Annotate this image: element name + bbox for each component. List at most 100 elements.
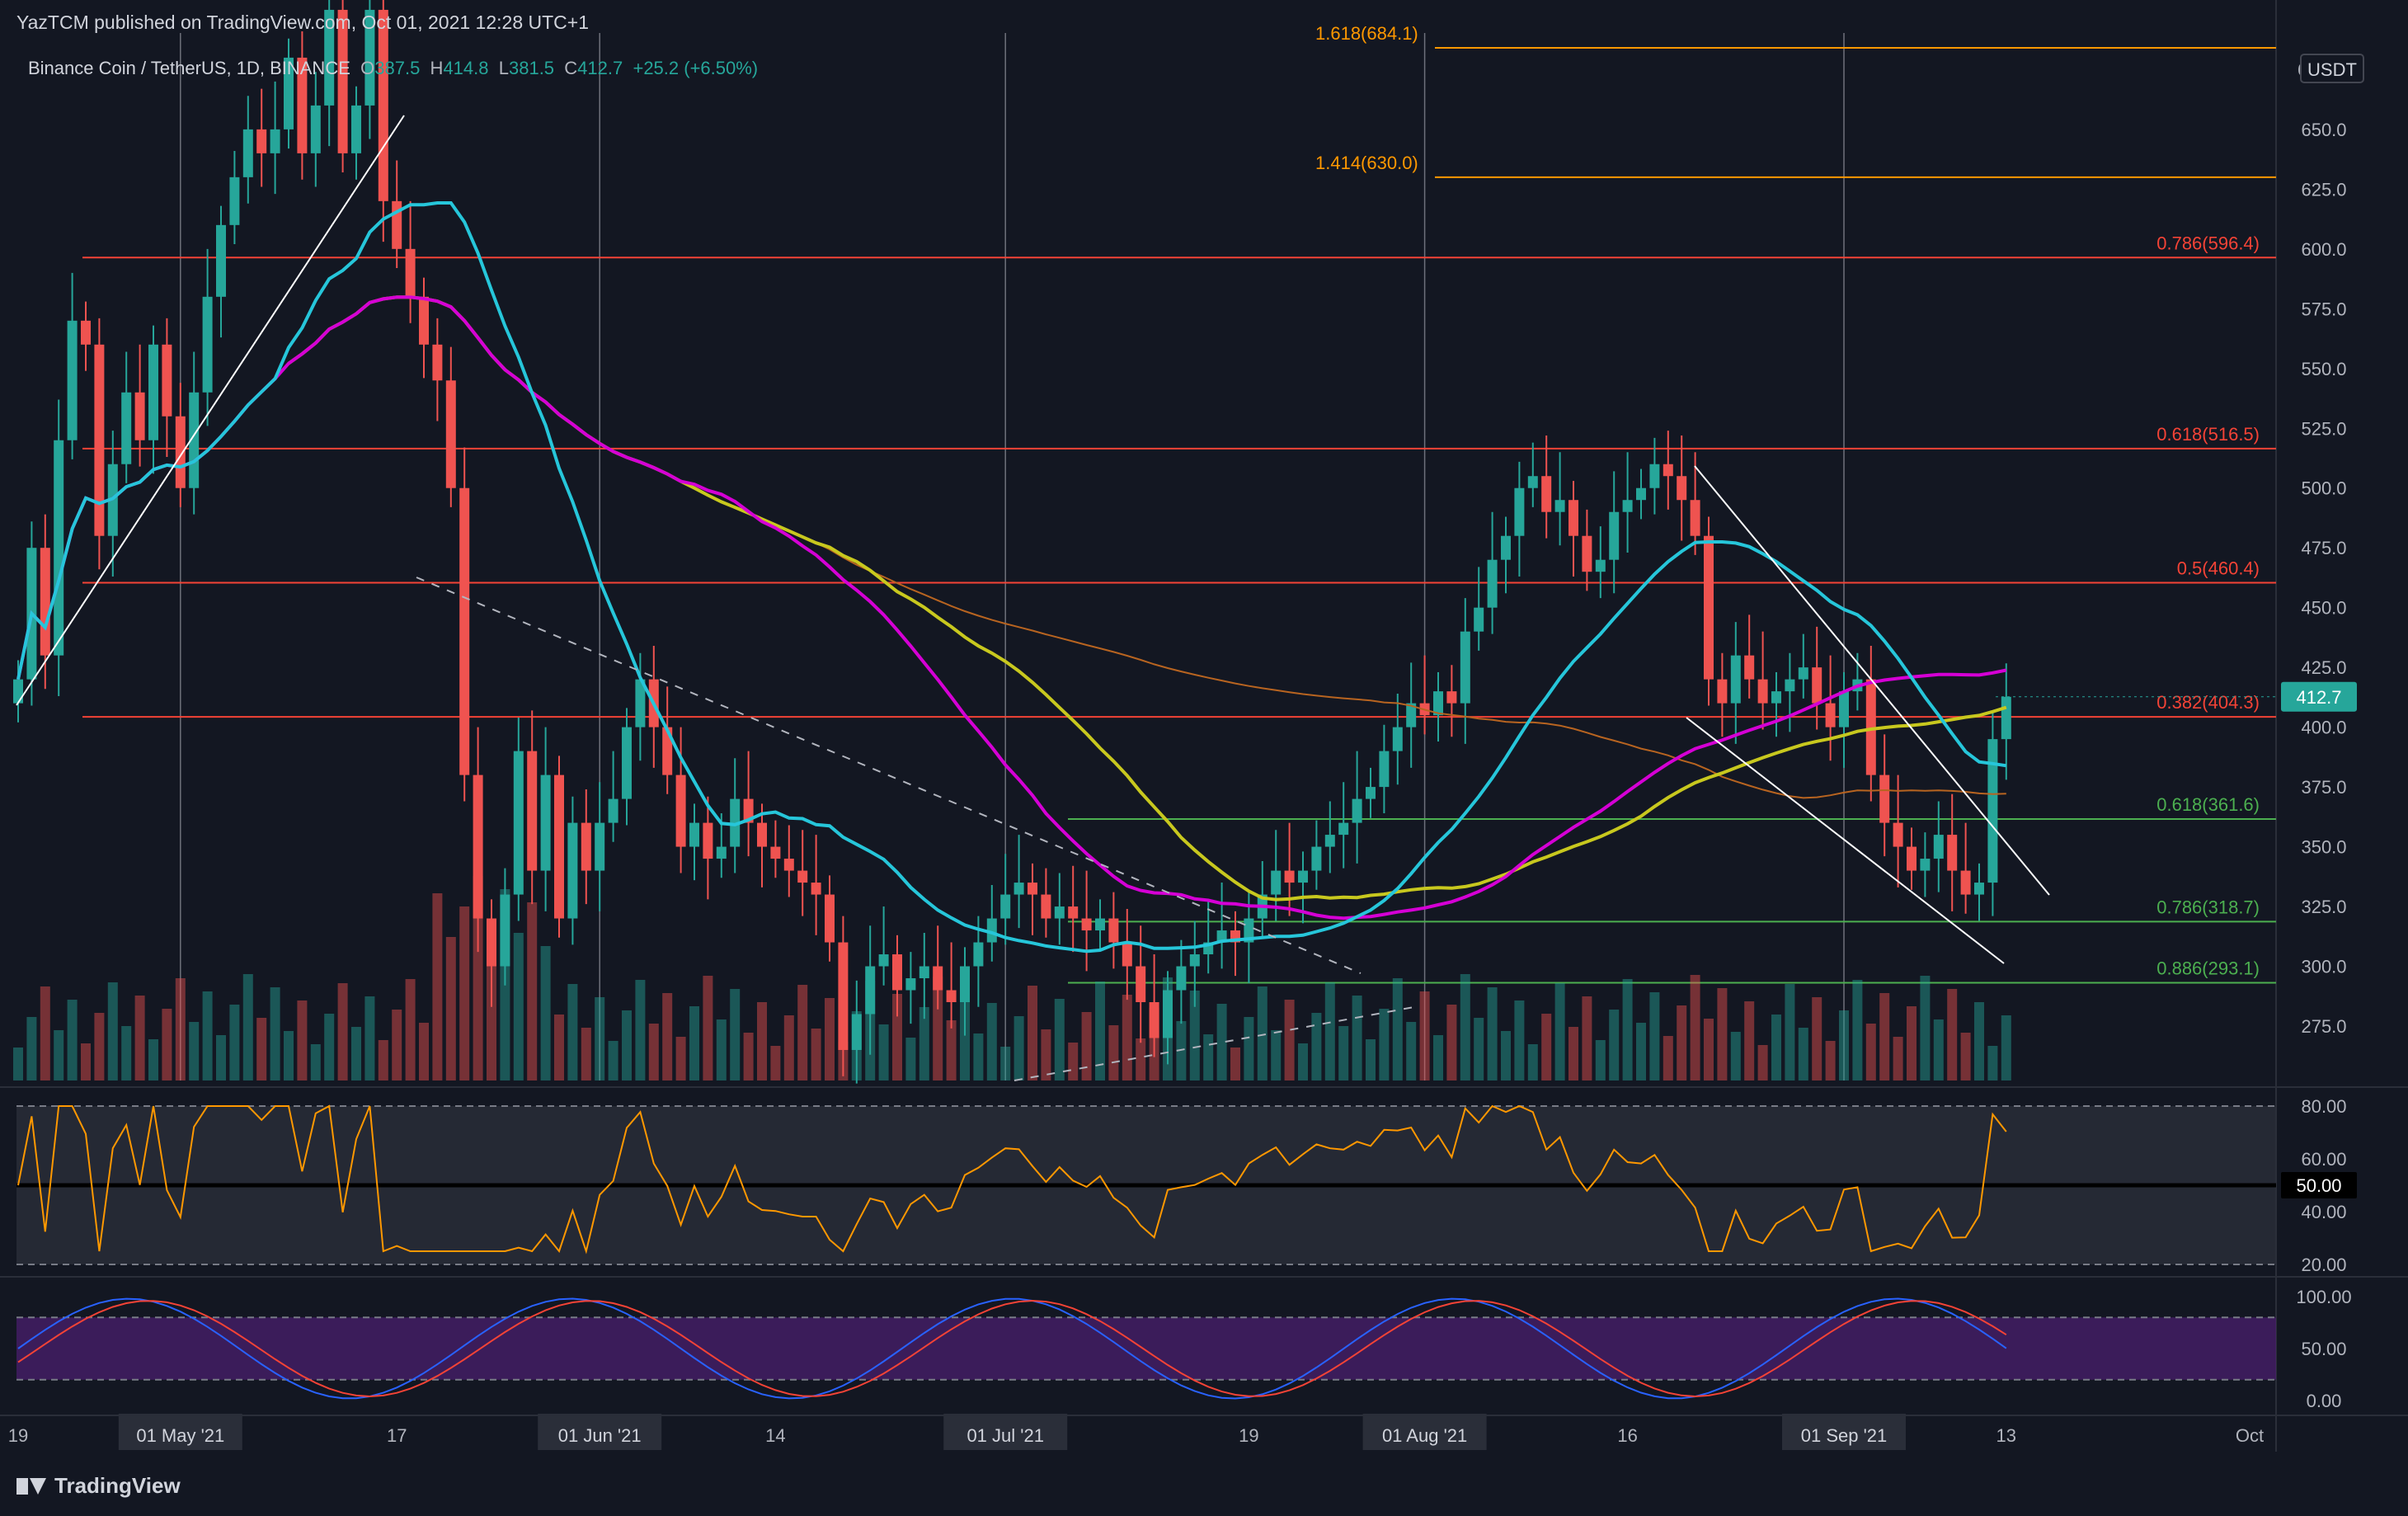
candle-body [1554, 500, 1565, 512]
volume-bar [216, 1035, 226, 1081]
stoch-k-line [17, 1297, 2007, 1400]
volume-bar [1865, 1024, 1876, 1081]
volume-bar [648, 1024, 659, 1081]
volume-bar [1095, 982, 1105, 1081]
candle-body [689, 822, 699, 847]
volume-bar [1446, 1005, 1457, 1081]
volume-bar [783, 1015, 794, 1081]
volume-bar [1501, 1031, 1511, 1081]
volume-bar [1189, 991, 1200, 1081]
candle-body [1649, 464, 1660, 488]
candle-body [1933, 835, 1944, 859]
volume-bar [1798, 1028, 1808, 1081]
candle-body [1338, 822, 1349, 836]
volume-bar [1433, 1035, 1443, 1081]
time-label-bg-1 [118, 1414, 242, 1450]
volume-bar [202, 991, 213, 1081]
time-tick-0: 19 [8, 1425, 28, 1446]
time-tick-1: 01 May '21 [136, 1425, 224, 1446]
volume-bar [121, 1026, 132, 1081]
time-label-bg-5 [943, 1414, 1068, 1450]
candle-body [1352, 798, 1362, 823]
candle-body [1785, 679, 1795, 692]
candle-body [1987, 739, 1998, 883]
wedge-lower-line [1686, 717, 2005, 964]
candle-body [662, 727, 673, 775]
volume-bar [1487, 987, 1498, 1081]
candle-body [933, 966, 943, 991]
volume-bar [662, 993, 673, 1081]
candle-body [1730, 655, 1741, 704]
volume-bar [284, 1031, 294, 1081]
candle-body [1284, 870, 1295, 883]
candle-body [567, 822, 578, 919]
volume-bar [229, 1005, 240, 1081]
volume-bar [270, 987, 280, 1081]
volume-bar [310, 1044, 321, 1081]
candle-body [256, 129, 267, 153]
candle-body [581, 822, 591, 871]
volume-bar [26, 1017, 37, 1081]
volume-bar [419, 1023, 429, 1081]
volume-bar [1000, 1047, 1011, 1081]
candle-body [1379, 751, 1390, 788]
candle-body [811, 883, 821, 895]
volume-bar [1744, 1001, 1755, 1081]
candle-body [1081, 918, 1092, 931]
volume-bar [1527, 1044, 1538, 1081]
volume-bar [1730, 1032, 1741, 1081]
candle-body [1433, 691, 1443, 716]
volume-bar [892, 994, 902, 1081]
volume-bar [162, 1009, 172, 1081]
time-label-bg-9 [1782, 1414, 1906, 1450]
candle-body [878, 954, 889, 967]
fib-label-7: 0.786(318.7) [2156, 897, 2260, 917]
candle-body [1068, 906, 1079, 919]
candle-body [202, 296, 213, 393]
trendline-rising [16, 115, 405, 706]
stoch-tick-0: 0.00 [2307, 1391, 2342, 1411]
time-tick-10: 13 [1996, 1425, 2016, 1446]
volume-bar [1216, 1004, 1227, 1081]
volume-bar [1785, 984, 1795, 1081]
time-tick-4: 14 [765, 1425, 785, 1446]
volume-bar [1677, 1005, 1687, 1081]
volume-bar [1298, 1043, 1308, 1081]
fib-label-2: 0.786(596.4) [2156, 233, 2260, 253]
volume-bar [933, 977, 943, 1081]
candle-body [1839, 691, 1849, 727]
candle-body [351, 105, 361, 153]
candle-body [1947, 835, 1958, 871]
volume-bar [1987, 1046, 1998, 1081]
candle-body [1622, 500, 1633, 512]
candle-body [1582, 535, 1592, 572]
ma-20-line [16, 201, 2007, 953]
volume-bar [459, 906, 470, 1081]
candle-body [324, 9, 335, 106]
candle-body [1960, 870, 1971, 895]
candle-body [973, 942, 984, 967]
tradingview-footer[interactable]: TradingView [16, 1473, 181, 1499]
volume-bar [919, 1007, 929, 1081]
volume-bar [1717, 988, 1728, 1081]
candle-body [1717, 679, 1728, 704]
fib-label-5: 0.382(404.3) [2156, 692, 2260, 713]
fib-label-6: 0.618(361.6) [2156, 794, 2260, 815]
volume-bar [324, 1014, 335, 1081]
volume-bar [134, 996, 145, 1081]
candle-body [134, 392, 145, 440]
price-tick-4: 375.0 [2301, 777, 2346, 798]
volume-bar [1460, 974, 1470, 1081]
candle-body [1595, 559, 1606, 572]
volume-bar [1054, 999, 1065, 1081]
volume-bar [1068, 1043, 1079, 1081]
rsi-current-badge [2281, 1172, 2357, 1198]
volume-bar [1244, 1017, 1254, 1081]
candle-body [1704, 535, 1714, 680]
volume-bar [1568, 1027, 1578, 1081]
trendline-dashed-rising [1014, 1005, 1419, 1081]
volume-bar [1230, 1048, 1240, 1081]
candle-body [757, 822, 767, 847]
volume-bar [825, 998, 835, 1081]
